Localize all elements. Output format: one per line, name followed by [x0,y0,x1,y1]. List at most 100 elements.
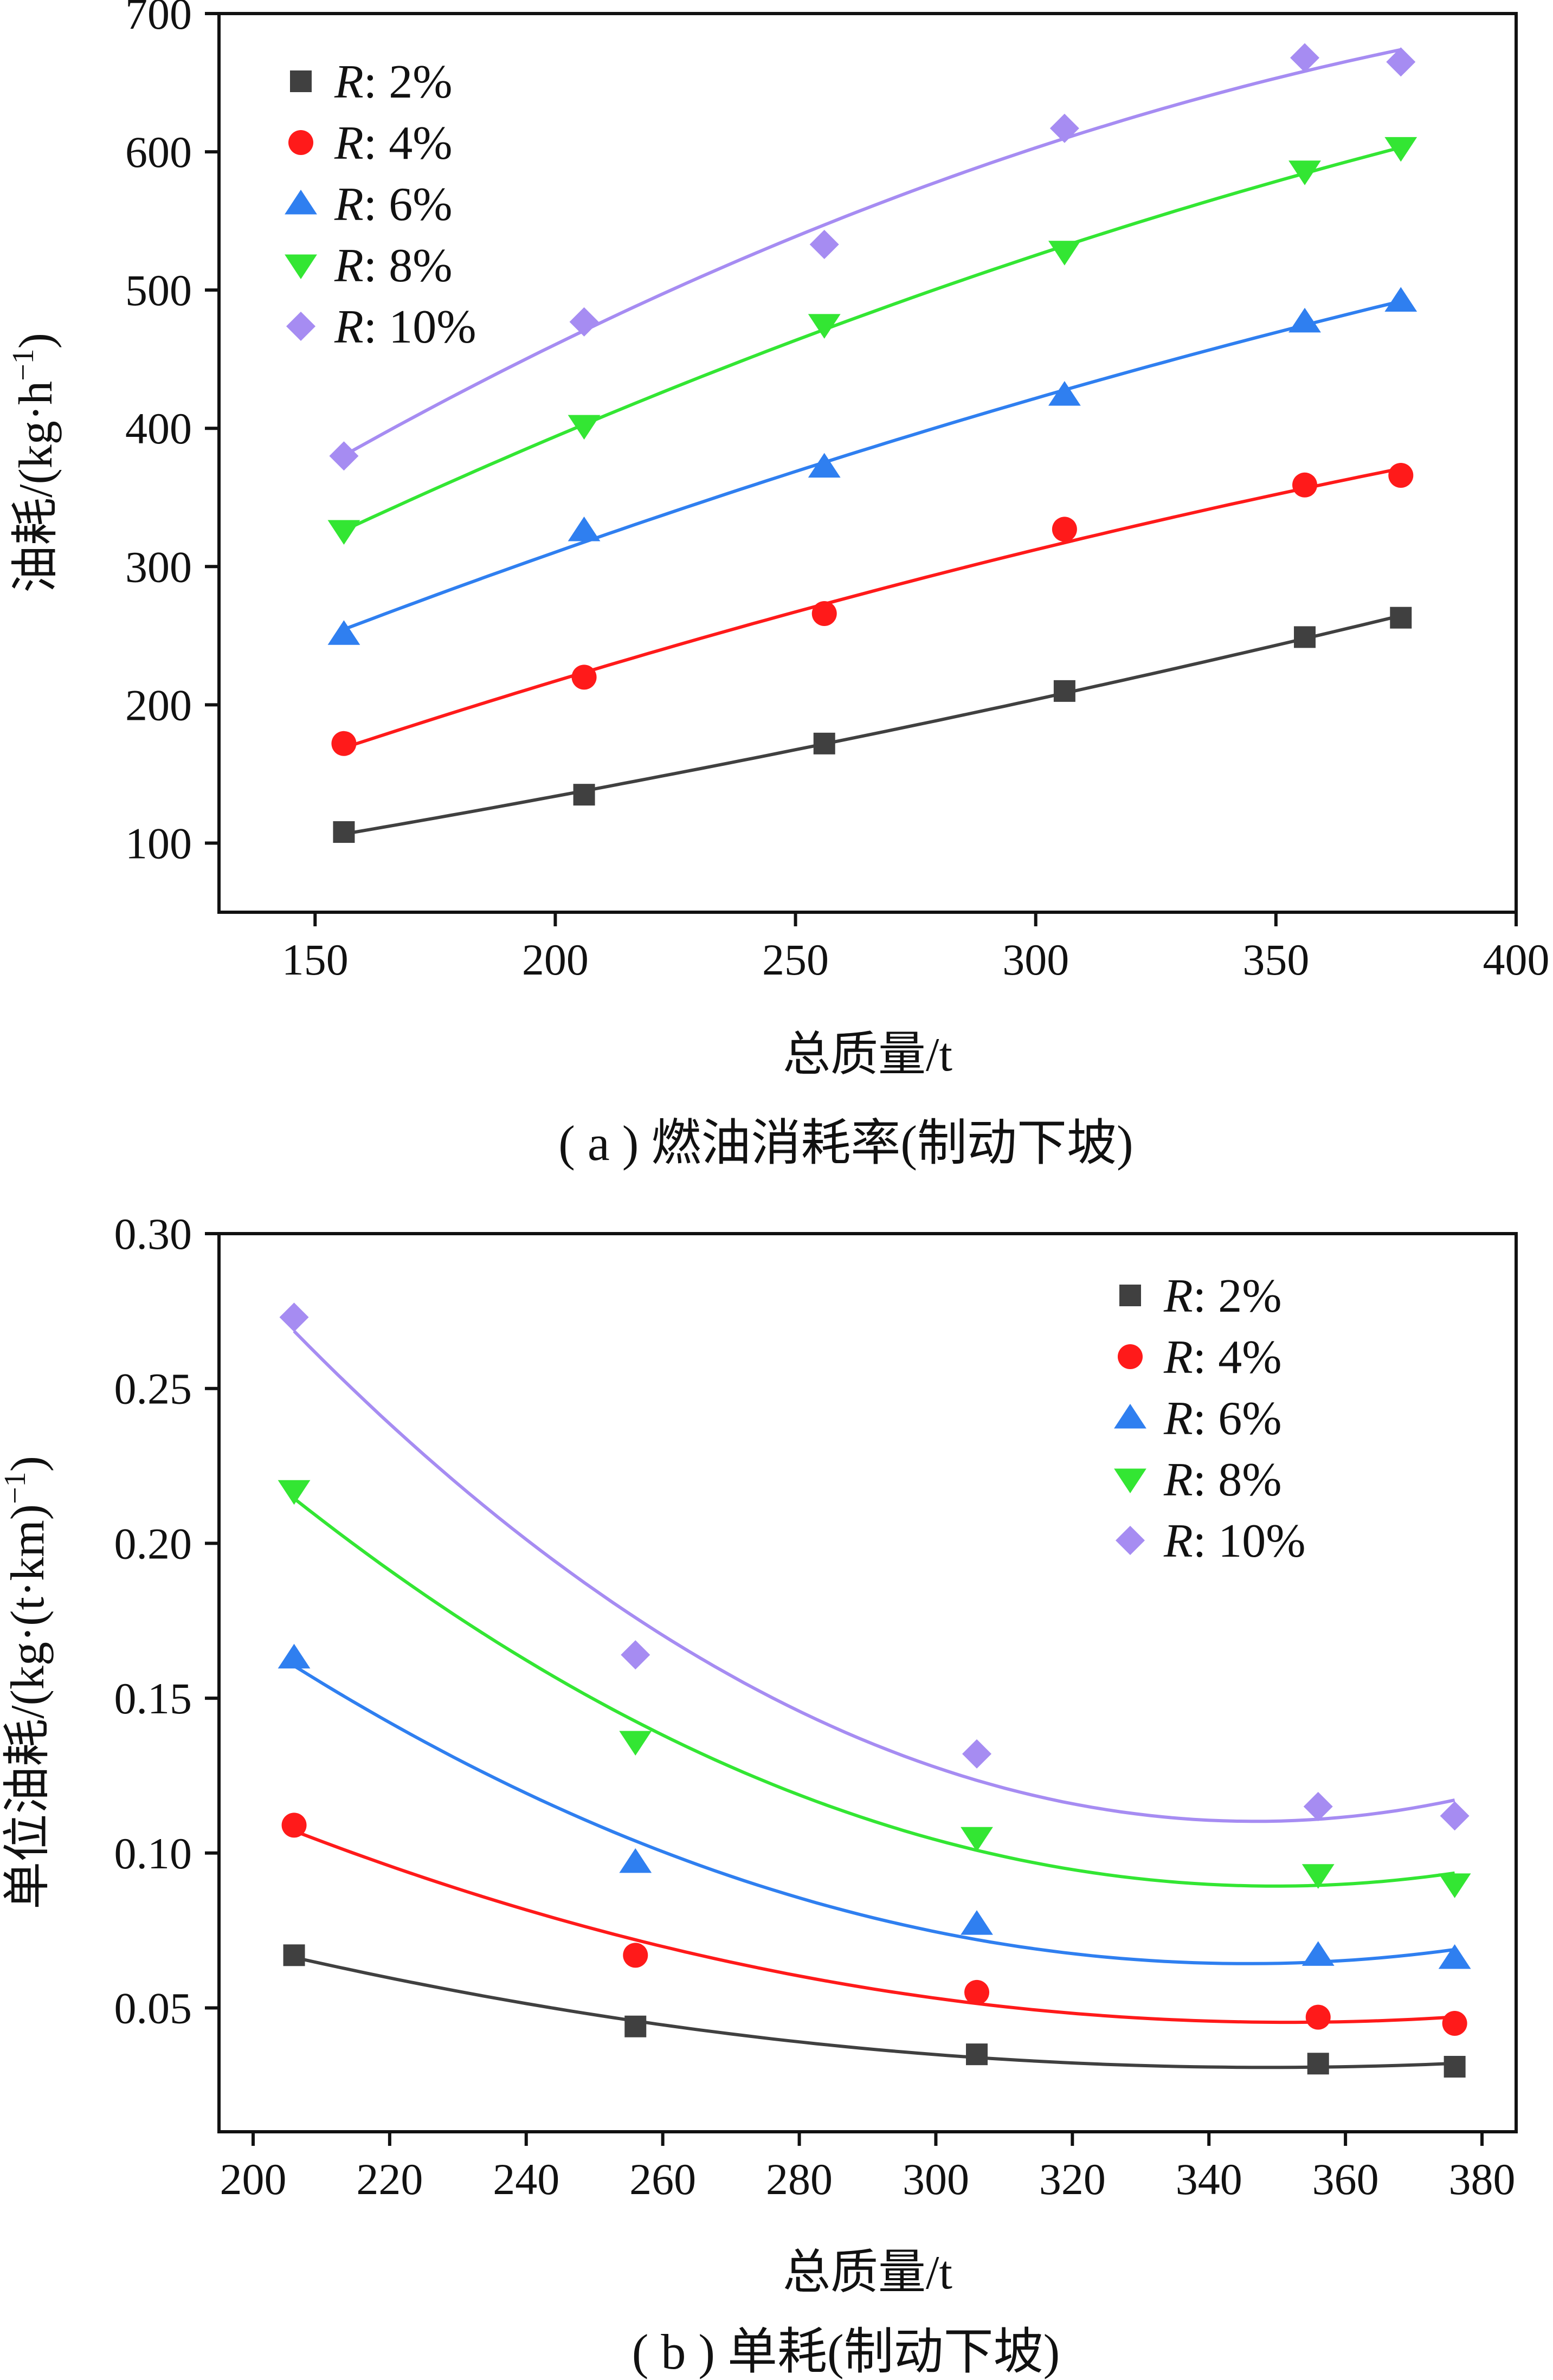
data-point [331,731,357,756]
legend-var: R [334,301,364,353]
fit-line [343,467,1401,750]
data-point [1390,607,1412,629]
series-0 [283,1944,1466,2078]
data-point [1307,2053,1329,2075]
y-axis-label-main: 单位油耗/(kg·(t·km) [2,1504,54,1910]
legend-marker [285,190,317,215]
data-point [1301,1864,1335,1889]
data-point [1052,517,1077,542]
series-1 [331,462,1414,756]
data-point [1048,381,1081,406]
y-axis-label: 油耗/(kg·h−1) [7,333,62,593]
y-tick-label: 0.25 [114,1364,192,1414]
data-point [966,2043,988,2066]
data-point [619,1731,652,1756]
x-tick-label: 380 [1449,2155,1516,2204]
data-point [283,1944,305,1966]
data-point [1292,472,1318,498]
legend-value: : 2% [1193,1270,1282,1323]
x-tick-label: 200 [220,2155,286,2204]
data-point [571,665,597,690]
legend-var: R [1163,1515,1193,1568]
legend-marker [1114,1468,1146,1493]
data-point [624,2015,647,2037]
data-point [1049,113,1079,143]
legend-marker [1116,1526,1145,1555]
y-tick-label: 0.15 [114,1674,192,1723]
series-0 [333,607,1412,843]
x-tick-label: 280 [766,2155,833,2204]
x-tick-label: 350 [1242,935,1309,984]
data-point [1444,2056,1466,2078]
data-point [1303,1792,1333,1822]
data-point [278,1480,311,1505]
y-tick-label: 0.20 [114,1519,192,1568]
legend-entry: R: 6% [1163,1392,1282,1445]
y-axis-label-close: ) [10,333,62,349]
x-tick-label: 150 [282,935,349,984]
y-tick-label: 400 [125,404,192,453]
data-point [619,1848,652,1873]
x-tick-label: 250 [762,935,829,984]
fit-line [343,146,1402,532]
data-point [1384,287,1417,312]
data-point [1288,160,1321,185]
data-point [1384,137,1417,162]
chart-unit-consumption: 200 220 240 260 280 300 320 340 360 380 0.05 0.10 0.… [0,1209,1518,2379]
legend-entry: R: 6% [334,178,453,231]
legend-marker [285,254,317,279]
chart-fuel-consumption-rate: 150 200 250 300 350 400 100 200 300 400 500 600 700 总… [7,0,1550,1171]
legend-var: R [1163,1331,1193,1384]
figure-caption: ( b ) 单耗(制动下坡) [632,2324,1060,2379]
data-point [1438,1873,1471,1898]
legend-entry: R: 2% [1163,1270,1282,1323]
x-tick-label: 360 [1312,2155,1379,2204]
series-2 [327,287,1417,645]
x-tick-label: 220 [356,2155,423,2204]
legend-value: : 4% [364,117,453,170]
series-3 [327,137,1417,545]
data-point [1442,2011,1467,2036]
data-point [327,520,360,545]
legend-entry: R: 10% [334,301,476,353]
x-axis-label: 总质量/t [783,1029,952,1081]
y-tick-label: 100 [125,818,192,868]
fit-line [343,614,1402,836]
figure-caption: ( a ) 燃油消耗率(制动下坡) [558,1115,1133,1171]
x-tick-label: 400 [1483,935,1550,984]
legend-value: : 8% [1193,1454,1282,1506]
y-axis-label: 单位油耗/(kg·(t·km)−1) [0,1456,54,1910]
data-point [808,453,841,478]
data-point [569,307,599,337]
data-point [573,784,595,806]
data-point [1294,626,1316,648]
legend-entry: R: 10% [1163,1515,1306,1568]
legend-var: R [334,117,364,170]
y-tick-label: 200 [125,680,192,730]
y-tick-label: 600 [125,127,192,177]
legend-entry: R: 8% [334,240,453,292]
legend-marker [1118,1344,1143,1369]
data-point [809,229,839,259]
x-tick-label: 240 [493,2155,559,2204]
legend-var: R [1163,1270,1193,1323]
x-tick-label: 200 [522,935,589,984]
legend-var: R [334,240,364,292]
legend: R: 2%R: 4%R: 6%R: 8%R: 10% [1114,1270,1306,1568]
legend-marker [1119,1285,1141,1306]
data-point [623,1943,648,1968]
data-point [962,1739,992,1769]
data-point [279,1302,309,1332]
fit-line [293,1956,1455,2069]
data-point [281,1813,307,1838]
series-3 [278,1480,1471,1898]
data-point [1288,307,1321,333]
legend-var: R [1163,1454,1193,1506]
data-point [961,1910,993,1935]
legend-marker [1114,1404,1146,1429]
legend: R: 2%R: 4%R: 6%R: 8%R: 10% [285,56,476,353]
data-point [808,314,841,339]
data-point [621,1640,650,1670]
fit-line [343,48,1401,457]
